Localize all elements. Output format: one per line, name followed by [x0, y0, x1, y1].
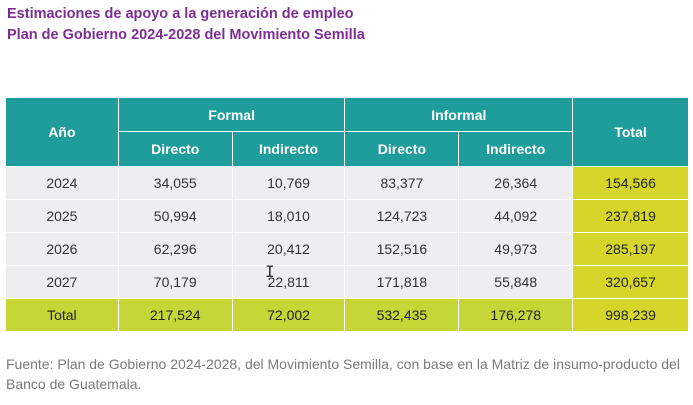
- cell-informal-direct: 83,377: [344, 166, 460, 200]
- cell-formal-indirect: 22,811: [231, 265, 346, 299]
- cell-formal-direct: 62,296: [117, 232, 233, 266]
- cell-informal-indirect: 26,364: [458, 166, 574, 200]
- cell-year: 2026: [5, 232, 119, 266]
- cell-informal-indirect: 44,092: [458, 199, 574, 233]
- cell-formal-indirect: 20,412: [231, 232, 346, 266]
- table-row: 2026 62,296 20,412 152,516 49,973 285,19…: [5, 232, 689, 266]
- title-line-1: Estimaciones de apoyo a la generación de…: [7, 6, 354, 22]
- table-row: 2027 70,179 22,811 171,818 55,848 320,65…: [5, 265, 689, 299]
- header-total: Total: [572, 97, 689, 167]
- cell-informal-direct: 124,723: [344, 199, 460, 233]
- cell-formal-direct: 50,994: [117, 199, 233, 233]
- cell-formal-indirect: 18,010: [231, 199, 346, 233]
- header-informal-direct: Directo: [344, 131, 460, 167]
- cell-grand-total: 998,239: [572, 298, 689, 332]
- cell-formal-indirect-total: 72,002: [231, 298, 346, 332]
- cell-informal-direct: 152,516: [344, 232, 460, 266]
- cell-total: 154,566: [572, 166, 689, 200]
- header-informal-indirect: Indirecto: [458, 131, 574, 167]
- cell-formal-direct: 70,179: [117, 265, 233, 299]
- header-formal-direct: Directo: [117, 131, 233, 167]
- table-row: 2025 50,994 18,010 124,723 44,092 237,81…: [5, 199, 689, 233]
- cell-formal-direct-total: 217,524: [117, 298, 233, 332]
- cell-total: 237,819: [572, 199, 689, 233]
- cell-year: 2025: [5, 199, 119, 233]
- cell-total: 285,197: [572, 232, 689, 266]
- cell-total-label: Total: [5, 298, 119, 332]
- employment-table: Año Formal Informal Total Directo Indire…: [5, 97, 689, 332]
- cell-informal-indirect: 55,848: [458, 265, 574, 299]
- cell-informal-indirect: 49,973: [458, 232, 574, 266]
- title-line-2: Plan de Gobierno 2024-2028 del Movimient…: [7, 27, 365, 43]
- cell-total: 320,657: [572, 265, 689, 299]
- text-cursor-icon: I: [265, 262, 275, 281]
- cell-formal-direct: 34,055: [117, 166, 233, 200]
- source-note: Fuente: Plan de Gobierno 2024-2028, del …: [6, 356, 680, 392]
- page-title: Estimaciones de apoyo a la generación de…: [7, 4, 365, 46]
- header-formal-indirect: Indirecto: [231, 131, 346, 167]
- cell-informal-direct: 171,818: [344, 265, 460, 299]
- header-informal: Informal: [344, 97, 574, 132]
- cell-year: 2024: [5, 166, 119, 200]
- totals-row: Total 217,524 72,002 532,435 176,278 998…: [5, 298, 689, 332]
- table-row: 2024 34,055 10,769 83,377 26,364 154,566: [5, 166, 689, 200]
- cell-year: 2027: [5, 265, 119, 299]
- header-year: Año: [5, 97, 119, 167]
- cell-formal-indirect: 10,769: [231, 166, 346, 200]
- cell-informal-indirect-total: 176,278: [458, 298, 574, 332]
- header-formal: Formal: [117, 97, 346, 132]
- cell-informal-direct-total: 532,435: [344, 298, 460, 332]
